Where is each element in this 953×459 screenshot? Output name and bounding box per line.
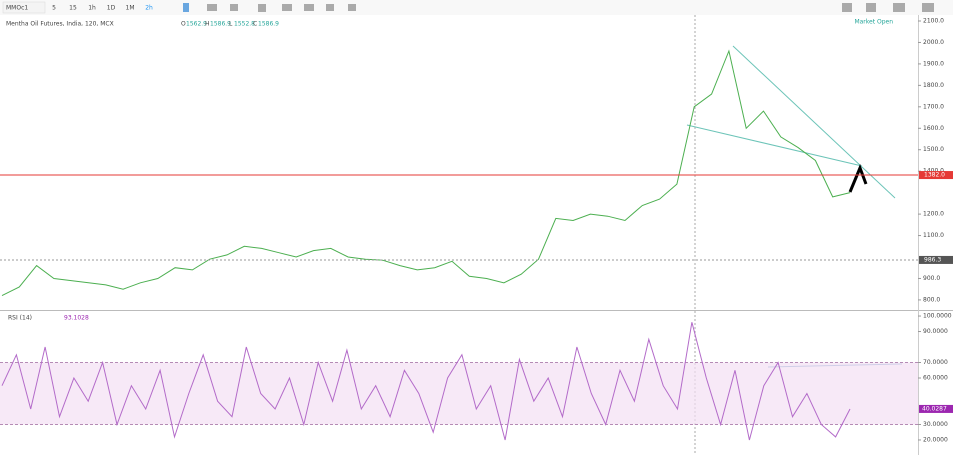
interval-button[interactable]: 5 (52, 5, 56, 12)
ohlc-value: 1552.8 (234, 21, 255, 28)
symbol: MMOc1 (6, 5, 28, 12)
y-tick-label: 2100.0 (923, 18, 944, 25)
series-line (1, 322, 851, 441)
ohlc-key: H (205, 21, 210, 28)
y-tick-label: 70.0000 (923, 359, 948, 366)
ohlc-key: L (229, 21, 233, 28)
chart-title: Mentha Oil Futures, India, 120, MCX (6, 21, 114, 28)
y-tick-label: 20.0000 (923, 436, 948, 443)
y-tick-label: 1200.0 (923, 211, 944, 218)
y-tick-label: 100.0000 (923, 313, 952, 320)
marker-label: 986.3 (924, 256, 941, 263)
toolbar-icons (183, 3, 934, 12)
symbol-input[interactable] (2, 1, 46, 14)
y-tick-label: 1600.0 (923, 125, 944, 132)
ohlc-value: 1586.9 (258, 21, 279, 28)
y-tick-label: 1900.0 (923, 60, 944, 67)
y-tick-label: 1800.0 (923, 82, 944, 89)
ohlc-value: 1586.9 (210, 21, 231, 28)
interval-button[interactable]: 2h (145, 5, 153, 12)
market-status: Market Open (854, 19, 893, 26)
toolbar (0, 0, 953, 15)
series-line (1, 49, 851, 297)
rsi-label: RSI (14) (8, 315, 32, 322)
interval-button[interactable]: 15 (69, 5, 77, 12)
y-tick-label: 60.0000 (923, 375, 948, 382)
y-tick-label: 900.0 (923, 275, 940, 282)
y-tick-label: 1100.0 (923, 232, 944, 239)
interval-button[interactable]: 1D (107, 5, 116, 12)
interval-button[interactable]: 1M (126, 5, 135, 12)
y-tick-label: 2000.0 (923, 39, 944, 46)
y-tick-label: 1700.0 (923, 103, 944, 110)
ohlc-value: 1562.9 (186, 21, 207, 28)
rsi-current-tag (919, 404, 953, 413)
y-tick-label: 90.0000 (923, 328, 948, 335)
last-price-tag (919, 171, 953, 180)
ohlc-key: C (253, 21, 257, 28)
rsi-current: 93.1028 (64, 315, 89, 322)
ohlc-key: O (181, 21, 186, 28)
interval-button[interactable]: 1h (88, 5, 96, 12)
y-tick-label: 1500.0 (923, 146, 944, 153)
marker-tag (919, 255, 953, 264)
rsi-band (0, 362, 918, 425)
last-price-label: 1382.0 (924, 172, 945, 179)
drawings (686, 45, 903, 368)
rsi-current-label: 40.0287 (922, 405, 947, 412)
y-tick-label: 800.0 (923, 296, 940, 303)
y-tick-label: 30.0000 (923, 421, 948, 428)
